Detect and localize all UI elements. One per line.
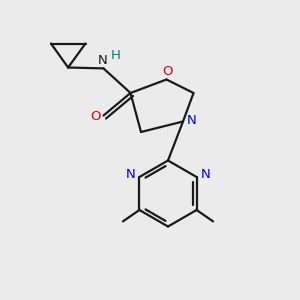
Text: O: O [162, 64, 173, 78]
Text: N: N [187, 114, 196, 128]
Text: N: N [98, 54, 108, 68]
Text: N: N [201, 168, 211, 181]
Text: H: H [111, 49, 121, 62]
Text: O: O [90, 110, 100, 124]
Text: N: N [125, 168, 135, 181]
